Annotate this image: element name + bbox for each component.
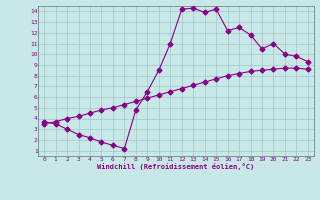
X-axis label: Windchill (Refroidissement éolien,°C): Windchill (Refroidissement éolien,°C): [97, 163, 255, 170]
